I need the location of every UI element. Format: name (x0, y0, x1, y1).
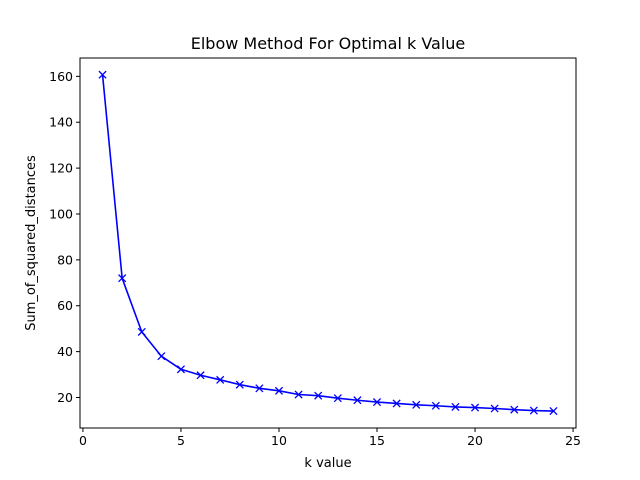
data-point-marker (412, 400, 421, 409)
x-tick-label: 15 (369, 433, 385, 448)
series-line (101, 74, 554, 412)
x-tick-label: 10 (271, 433, 287, 448)
x-tick-label: 0 (79, 433, 87, 448)
data-series (98, 70, 558, 416)
y-tick-label: 60 (57, 298, 73, 313)
plot-area: 0 5 10 15 20 25 20 40 60 80 100 120 140 160 (49, 57, 581, 448)
axis-ticks: 0 5 10 15 20 25 20 40 60 80 100 120 140 160 (49, 69, 581, 448)
data-point-marker (451, 402, 460, 411)
data-point-marker (176, 365, 186, 374)
data-point-marker (137, 327, 146, 336)
x-tick-label: 25 (565, 433, 581, 448)
data-point-marker (274, 386, 284, 395)
data-point-marker (549, 406, 558, 416)
data-point-marker (98, 70, 107, 79)
y-tick-label: 20 (57, 390, 73, 405)
data-point-marker (470, 403, 480, 412)
data-point-marker (294, 390, 303, 399)
data-point-marker (353, 396, 362, 405)
data-point-marker (431, 401, 440, 410)
data-point-marker (490, 404, 499, 413)
y-tick-label: 80 (57, 252, 73, 267)
chart-title: Elbow Method For Optimal k Value (191, 34, 466, 53)
data-point-marker (196, 371, 205, 380)
data-point-marker (529, 406, 538, 415)
data-point-marker (314, 391, 323, 400)
x-axis-label: k value (304, 456, 351, 471)
data-point-marker (333, 394, 342, 403)
data-point-marker (216, 375, 225, 384)
data-point-marker (372, 398, 382, 407)
data-point-marker (255, 384, 264, 393)
data-point-marker (392, 399, 401, 408)
data-point-marker (510, 405, 519, 414)
y-tick-label: 100 (49, 206, 73, 221)
y-tick-label: 160 (49, 69, 73, 84)
y-tick-label: 40 (57, 344, 73, 359)
x-tick-label: 20 (467, 433, 483, 448)
x-tick-label: 5 (177, 433, 185, 448)
y-tick-label: 140 (49, 115, 73, 130)
data-point-marker (235, 380, 244, 389)
plot-frame (79, 57, 577, 429)
data-point-marker (118, 274, 127, 283)
data-point-marker (157, 352, 166, 361)
y-axis-label: Sum_of_squared_distances (24, 155, 39, 331)
y-tick-label: 120 (49, 161, 73, 176)
